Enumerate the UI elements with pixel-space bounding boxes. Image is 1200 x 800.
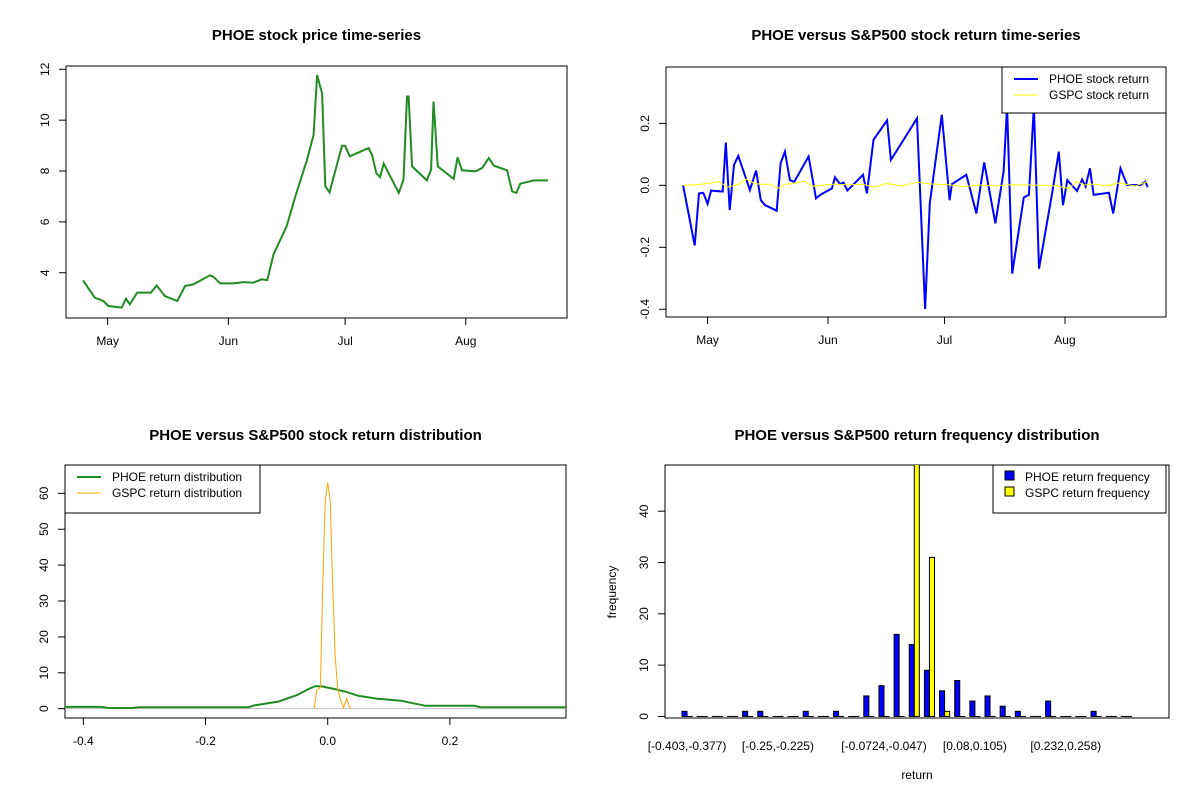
series-line-gspc-stock-return	[683, 178, 1148, 189]
legend-label: GSPC return frequency	[1025, 486, 1150, 500]
x-tick-label: 0.2	[442, 734, 459, 748]
phoe-frequency-bar	[923, 669, 930, 717]
phoe-frequency-bar	[1045, 700, 1052, 717]
y-tick-label: 40	[37, 558, 51, 572]
y-tick-label: 60	[37, 486, 51, 500]
phoe-frequency-bar	[969, 700, 976, 717]
x-tick-label: -0.2	[195, 734, 216, 748]
y-tick-label: 4	[38, 269, 52, 276]
series-line-phoe-return-distribution	[65, 685, 566, 709]
phoe-frequency-bar	[893, 633, 900, 717]
x-category-label: [-0.403,-0.377)	[648, 739, 727, 753]
x-tick-label: Jun	[219, 334, 238, 348]
panel-1: PHOE stock price time-series May Jun Jul Aug…	[38, 27, 568, 348]
plot-frame	[665, 66, 1167, 318]
x-tick-label: May	[96, 334, 119, 348]
y-tick-label: -0.2	[638, 237, 652, 258]
phoe-frequency-bar	[984, 695, 991, 717]
phoe-frequency-bar	[863, 695, 870, 717]
plot-frame	[65, 65, 568, 319]
phoe-frequency-bar	[802, 710, 809, 717]
panel-3: PHOE versus S&P500 stock return distribu…	[37, 427, 567, 748]
chart-title: PHOE versus S&P500 return frequency dist…	[734, 427, 1099, 444]
gspc-frequency-bar	[913, 465, 920, 717]
legend-swatch	[1004, 470, 1015, 481]
legend-box	[992, 464, 1167, 514]
chart-title: PHOE versus S&P500 stock return distribu…	[149, 427, 482, 444]
y-tick-label: 0	[37, 705, 51, 712]
legend-label: PHOE return distribution	[112, 470, 242, 484]
x-tick-label: 0.0	[319, 734, 336, 748]
y-tick-label: 20	[637, 607, 651, 621]
y-tick-label: 8	[38, 167, 52, 174]
y-tick-label: -0.4	[638, 299, 652, 320]
y-tick-label: 40	[637, 504, 651, 518]
x-category-label: [0.08,0.105)	[943, 739, 1007, 753]
y-tick-label: 0.2	[638, 115, 652, 132]
legend-label: PHOE return frequency	[1025, 470, 1150, 484]
x-tick-label: Aug	[1054, 333, 1075, 347]
y-tick-label: 10	[37, 666, 51, 680]
gspc-frequency-bar	[928, 556, 936, 717]
phoe-frequency-bar	[681, 710, 688, 717]
x-tick-label: Aug	[455, 334, 476, 348]
y-tick-label: 50	[37, 522, 51, 536]
chart-title: PHOE stock price time-series	[212, 27, 421, 44]
legend-swatch	[1004, 486, 1015, 497]
y-tick-label: 6	[38, 218, 52, 225]
y-tick-label: 0.0	[638, 177, 652, 194]
x-tick-label: Jun	[818, 333, 837, 347]
phoe-frequency-bar	[1014, 710, 1021, 717]
phoe-frequency-bar	[833, 710, 840, 717]
plot-frame	[64, 464, 567, 719]
phoe-frequency-bar	[1090, 710, 1097, 717]
x-category-label: [-0.25,-0.225)	[742, 739, 814, 753]
y-tick-label: 10	[637, 658, 651, 672]
y-tick-label: 30	[637, 556, 651, 570]
series-line-phoe-price	[82, 74, 548, 309]
legend-label: GSPC stock return	[1049, 88, 1149, 102]
y-tick-label: 10	[38, 113, 52, 127]
series-line-phoe-stock-return	[682, 106, 1149, 309]
x-tick-label: May	[696, 333, 719, 347]
phoe-frequency-bar	[878, 685, 885, 717]
phoe-frequency-bar	[742, 710, 749, 717]
phoe-frequency-bar	[954, 680, 961, 717]
x-category-label: [0.232,0.258)	[1030, 739, 1101, 753]
legend-box	[1001, 66, 1167, 114]
x-axis-label: return	[901, 768, 932, 782]
panel-4: PHOE versus S&P500 return frequency dist…	[605, 427, 1170, 782]
legend-label: PHOE stock return	[1049, 72, 1149, 86]
legend-label: GSPC return distribution	[112, 486, 242, 500]
y-tick-label: 20	[37, 630, 51, 644]
chart-title: PHOE versus S&P500 stock return time-ser…	[751, 27, 1080, 44]
legend-box	[64, 464, 261, 514]
x-tick-label: Jul	[937, 333, 952, 347]
series-line-gspc-return-distribution	[313, 482, 352, 710]
y-axis-label: frequency	[605, 566, 619, 619]
y-tick-label: 0	[637, 713, 651, 720]
phoe-frequency-bar	[908, 644, 915, 717]
x-tick-label: -0.4	[73, 734, 94, 748]
phoe-frequency-bar	[757, 710, 764, 717]
x-tick-label: Jul	[337, 334, 352, 348]
phoe-frequency-bar	[999, 705, 1006, 717]
y-tick-label: 12	[38, 62, 52, 76]
phoe-frequency-bar	[939, 690, 946, 717]
y-tick-label: 30	[37, 594, 51, 608]
panel-2: PHOE versus S&P500 stock return time-ser…	[638, 27, 1167, 347]
gspc-frequency-bar	[944, 710, 951, 717]
x-category-label: [-0.0724,-0.047)	[841, 739, 926, 753]
